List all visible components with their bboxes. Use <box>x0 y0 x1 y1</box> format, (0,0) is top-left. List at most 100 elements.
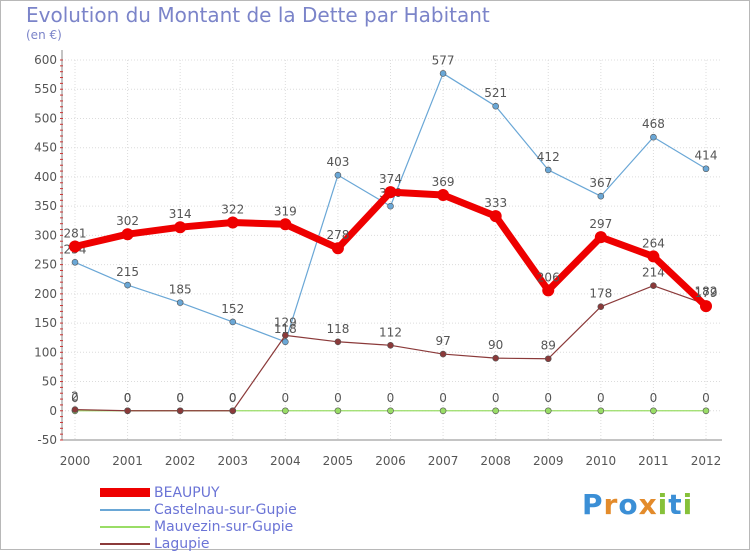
data-label-lagupie: 89 <box>541 339 556 353</box>
logo-letter: t <box>668 488 683 521</box>
data-label-lagupie: 182 <box>695 284 718 298</box>
data-label-mauvezin-sur-gupie: 0 <box>492 391 500 405</box>
data-point-beaupuy <box>542 284 555 297</box>
data-label-castelnau-sur-gupie: 152 <box>221 302 244 316</box>
y-tick-label: 600 <box>34 53 57 67</box>
data-point-beaupuy <box>69 240 81 253</box>
data-label-beaupuy: 264 <box>642 236 665 250</box>
x-tick-label: 2004 <box>270 454 301 468</box>
logo-letter: i <box>657 488 669 521</box>
data-point-lagupie <box>334 338 342 346</box>
data-label-mauvezin-sur-gupie: 0 <box>124 391 132 405</box>
data-point-beaupuy <box>647 250 660 263</box>
data-label-lagupie: 97 <box>435 334 450 348</box>
x-tick-label: 2012 <box>691 454 722 468</box>
data-label-castelnau-sur-gupie: 215 <box>116 265 139 279</box>
y-tick-label: 50 <box>42 375 57 389</box>
data-label-lagupie: 129 <box>274 315 297 329</box>
data-label-mauvezin-sur-gupie: 0 <box>387 391 395 405</box>
y-tick-label: 450 <box>34 141 57 155</box>
x-tick-label: 2007 <box>428 454 459 468</box>
y-tick-label: 550 <box>34 82 57 96</box>
data-point-castelnau-sur-gupie <box>71 258 79 266</box>
data-label-castelnau-sur-gupie: 118 <box>274 322 297 336</box>
data-label-castelnau-sur-gupie: 367 <box>589 176 612 190</box>
y-tick-label: 100 <box>34 345 57 359</box>
y-tick-label: 300 <box>34 228 57 242</box>
data-point-lagupie <box>597 303 605 311</box>
data-point-mauvezin-sur-gupie <box>544 407 552 415</box>
x-tick-label: 2000 <box>60 454 91 468</box>
data-label-beaupuy: 374 <box>379 172 402 186</box>
data-label-lagupie: 0 <box>176 391 184 405</box>
data-label-lagupie: 118 <box>326 322 349 336</box>
data-label-castelnau-sur-gupie: 412 <box>537 150 560 164</box>
y-tick-label: 250 <box>34 258 57 272</box>
y-tick-label: 150 <box>34 316 57 330</box>
data-point-lagupie <box>176 407 184 415</box>
data-point-beaupuy <box>700 300 712 313</box>
data-point-mauvezin-sur-gupie <box>597 407 605 415</box>
x-tick-label: 2010 <box>586 454 617 468</box>
logo-letter: r <box>603 488 619 521</box>
data-label-lagupie: 214 <box>642 266 665 280</box>
x-tick-label: 2002 <box>165 454 196 468</box>
y-tick-label: -50 <box>37 433 57 447</box>
data-label-castelnau-sur-gupie: 521 <box>484 86 507 100</box>
data-label-lagupie: 2 <box>71 390 79 404</box>
legend-label: Mauvezin-sur-Gupie <box>154 518 294 535</box>
data-label-mauvezin-sur-gupie: 0 <box>229 391 237 405</box>
plot-area <box>62 60 722 440</box>
data-point-mauvezin-sur-gupie <box>334 407 342 415</box>
data-label-mauvezin-sur-gupie: 0 <box>702 391 710 405</box>
data-point-lagupie <box>492 354 499 362</box>
data-point-beaupuy <box>226 216 239 229</box>
data-label-mauvezin-sur-gupie: 0 <box>282 391 290 405</box>
data-point-beaupuy <box>437 189 450 202</box>
data-point-castelnau-sur-gupie <box>597 192 605 200</box>
data-label-castelnau-sur-gupie: 468 <box>642 117 665 131</box>
data-point-castelnau-sur-gupie <box>387 202 394 210</box>
x-tick-label: 2003 <box>217 454 248 468</box>
legend-swatch <box>100 505 150 515</box>
legend-item-beaupuy: BEAUPUY <box>100 484 297 501</box>
data-point-beaupuy <box>121 228 134 241</box>
data-point-castelnau-sur-gupie <box>282 338 289 346</box>
data-label-mauvezin-sur-gupie: 0 <box>71 391 79 405</box>
data-point-mauvezin-sur-gupie <box>387 407 394 415</box>
y-tick-label: 350 <box>34 199 57 213</box>
x-tick-label: 2001 <box>112 454 143 468</box>
data-label-beaupuy: 206 <box>537 270 560 284</box>
logo-letter: x <box>638 488 658 521</box>
x-tick-label: 2009 <box>533 454 564 468</box>
data-point-beaupuy <box>594 231 607 244</box>
data-point-beaupuy <box>174 221 187 234</box>
data-point-lagupie <box>439 350 447 358</box>
data-point-lagupie <box>229 407 237 415</box>
data-point-mauvezin-sur-gupie <box>282 407 289 415</box>
data-label-castelnau-sur-gupie: 185 <box>169 283 192 297</box>
legend-swatch <box>100 488 150 498</box>
series-beaupuy: 281 302 314 322 319 278 374 369 333 206 297 264 179 <box>64 172 717 313</box>
data-point-mauvezin-sur-gupie <box>650 407 657 415</box>
data-label-beaupuy: 322 <box>221 203 244 217</box>
data-point-castelnau-sur-gupie <box>544 166 552 174</box>
data-point-lagupie <box>71 406 79 413</box>
proxiti-logo: Proxiti <box>582 488 693 521</box>
data-label-lagupie: 0 <box>229 391 237 405</box>
data-label-castelnau-sur-gupie: 414 <box>695 149 718 163</box>
data-label-beaupuy: 297 <box>589 217 612 231</box>
logo-letter: o <box>618 488 639 521</box>
data-label-mauvezin-sur-gupie: 0 <box>176 391 184 405</box>
legend-label: Lagupie <box>154 535 210 552</box>
data-label-beaupuy: 369 <box>432 175 455 189</box>
x-tick-label: 2005 <box>323 454 354 468</box>
data-point-castelnau-sur-gupie <box>124 281 131 289</box>
x-tick-label: 2011 <box>638 454 669 468</box>
data-label-mauvezin-sur-gupie: 0 <box>544 391 552 405</box>
legend-item-lagupie: Lagupie <box>100 535 297 552</box>
legend-label: Castelnau-sur-Gupie <box>154 501 297 518</box>
data-point-mauvezin-sur-gupie <box>492 407 499 415</box>
